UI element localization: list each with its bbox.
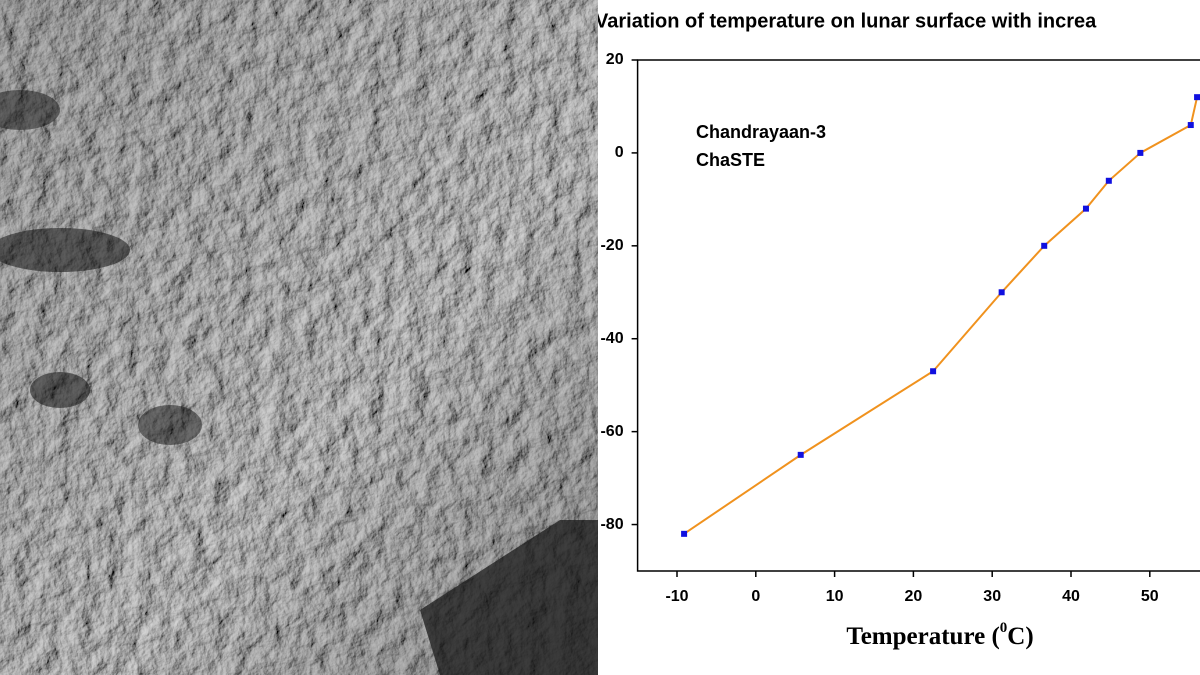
data-point [1082, 205, 1089, 212]
x-tick-label: 20 [905, 588, 923, 605]
y-tick-label: -60 [600, 423, 623, 440]
data-point [930, 368, 937, 375]
data-point [1041, 242, 1048, 249]
x-tick-label: 10 [826, 588, 844, 605]
x-tick-label: 30 [983, 588, 1001, 605]
annotation: ChaSTE [696, 150, 765, 170]
y-tick-label: -20 [600, 237, 623, 254]
x-axis-label: Temperature (0C) [846, 620, 1033, 649]
chart: Variation of temperature on lunar surfac… [598, 10, 1200, 650]
shadow-region [420, 520, 598, 675]
x-label-text: Temperature ( [846, 623, 999, 650]
data-point [1194, 94, 1200, 101]
data-point [998, 289, 1005, 296]
annotation: Chandrayaan-3 [696, 122, 826, 142]
data-point [1187, 122, 1194, 129]
data-point [1105, 177, 1112, 184]
x-tick-label: 0 [751, 588, 760, 605]
x-tick-label: 50 [1141, 588, 1159, 605]
y-tick-label: -80 [600, 516, 623, 533]
series-line [683, 96, 1199, 535]
crater-shadow [138, 405, 202, 445]
crater-shadow [0, 228, 130, 272]
data-point [797, 451, 804, 458]
crater-shadow [30, 372, 90, 408]
y-tick-label: 0 [615, 144, 624, 161]
x-label-sup: 0 [1000, 620, 1008, 636]
x-label-end: C) [1007, 623, 1033, 650]
x-tick-label: 40 [1062, 588, 1080, 605]
y-tick-label: -40 [600, 330, 623, 347]
lunar-surface-photo [0, 0, 598, 675]
crater-shadow [0, 90, 60, 130]
chart-title: Variation of temperature on lunar surfac… [598, 10, 1097, 32]
plot-frame [636, 59, 1200, 572]
data-point [681, 530, 688, 537]
x-tick-label: -10 [665, 588, 688, 605]
y-tick-label: 20 [606, 51, 624, 68]
data-point [1137, 149, 1144, 156]
